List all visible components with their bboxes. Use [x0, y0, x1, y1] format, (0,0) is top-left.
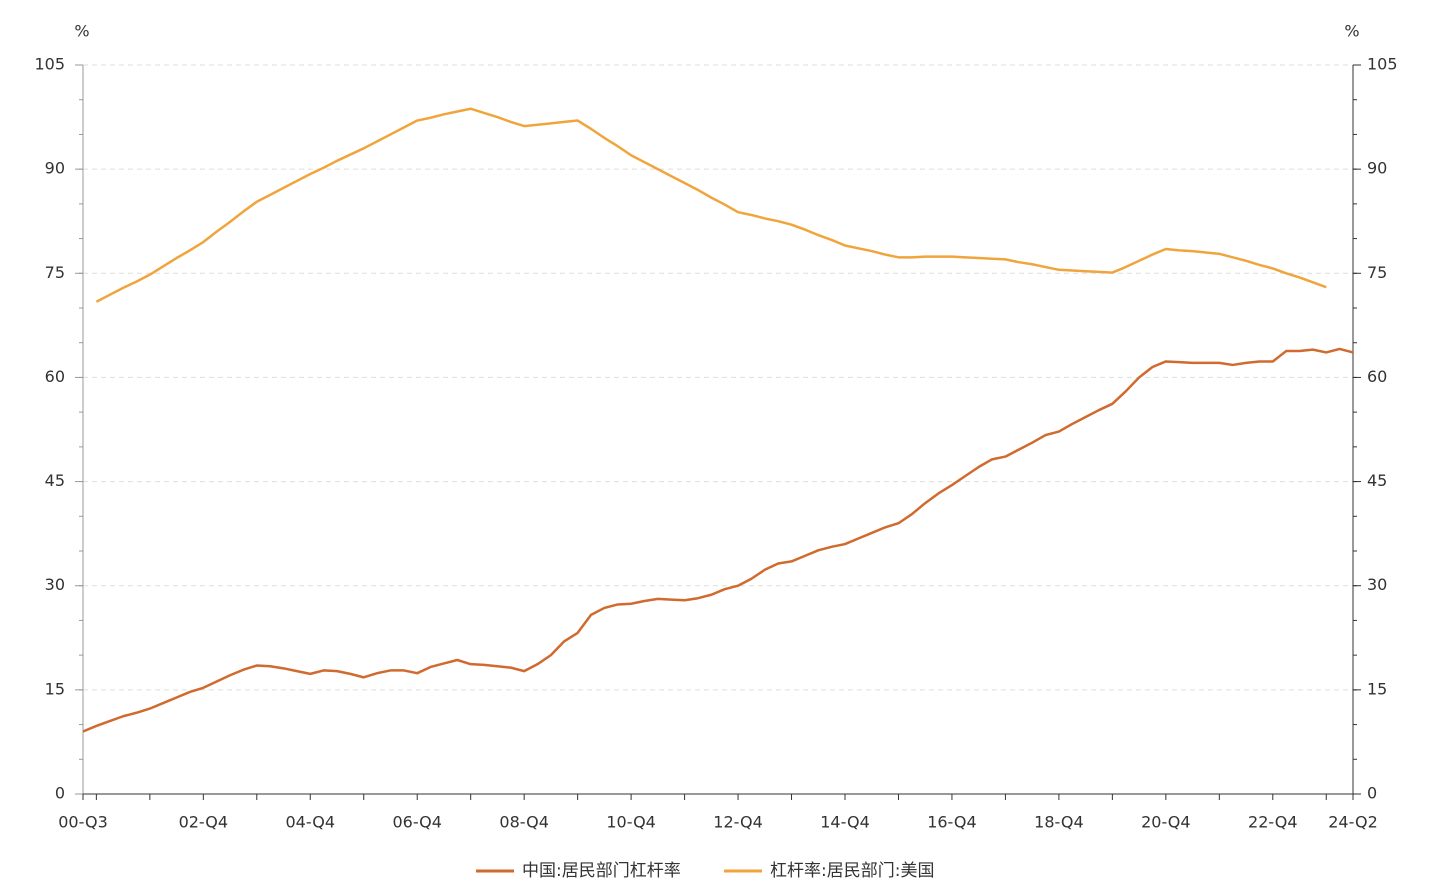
y-tick-label: 60 — [45, 367, 65, 386]
x-tick-label: 08-Q4 — [499, 813, 549, 832]
y2-tick-label: 45 — [1367, 471, 1387, 490]
legend-label: 杠杆率:居民部门:美国 — [770, 861, 934, 881]
y2-tick-label: 15 — [1367, 679, 1387, 698]
x-tick-label: 16-Q4 — [927, 813, 977, 832]
y-tick-label: 45 — [45, 471, 65, 490]
x-tick-label: 18-Q4 — [1034, 813, 1084, 832]
x-tick-label: 10-Q4 — [606, 813, 656, 832]
x-tick-label: 12-Q4 — [713, 813, 763, 832]
y-tick-label: 0 — [55, 784, 65, 803]
x-tick-label: 24-Q2 — [1328, 813, 1378, 832]
x-tick-label: 00-Q3 — [58, 813, 108, 832]
x-tick-label: 02-Q4 — [179, 813, 229, 832]
y-tick-label: 30 — [45, 575, 65, 594]
y2-tick-label: 30 — [1367, 575, 1387, 594]
y-tick-label: 90 — [45, 159, 65, 178]
series-line — [95, 107, 1327, 303]
y-axis-unit: % — [74, 22, 89, 41]
x-tick-label: 20-Q4 — [1141, 813, 1191, 832]
x-tick-label: 22-Q4 — [1248, 813, 1298, 832]
y2-tick-label: 75 — [1367, 263, 1387, 282]
x-tick-label: 06-Q4 — [392, 813, 442, 832]
y2-tick-label: 90 — [1367, 159, 1387, 178]
y-tick-label: 75 — [45, 263, 65, 282]
y2-tick-label: 0 — [1367, 784, 1377, 803]
y2-tick-label: 60 — [1367, 367, 1387, 386]
y-tick-label: 105 — [34, 55, 65, 74]
x-tick-label: 14-Q4 — [820, 813, 870, 832]
y2-axis-unit: % — [1344, 22, 1359, 41]
y2-tick-label: 105 — [1367, 55, 1398, 74]
y-tick-label: 15 — [45, 679, 65, 698]
legend-label: 中国:居民部门杠杆率 — [522, 861, 681, 881]
series-line — [82, 347, 1354, 733]
x-tick-label: 04-Q4 — [286, 813, 336, 832]
